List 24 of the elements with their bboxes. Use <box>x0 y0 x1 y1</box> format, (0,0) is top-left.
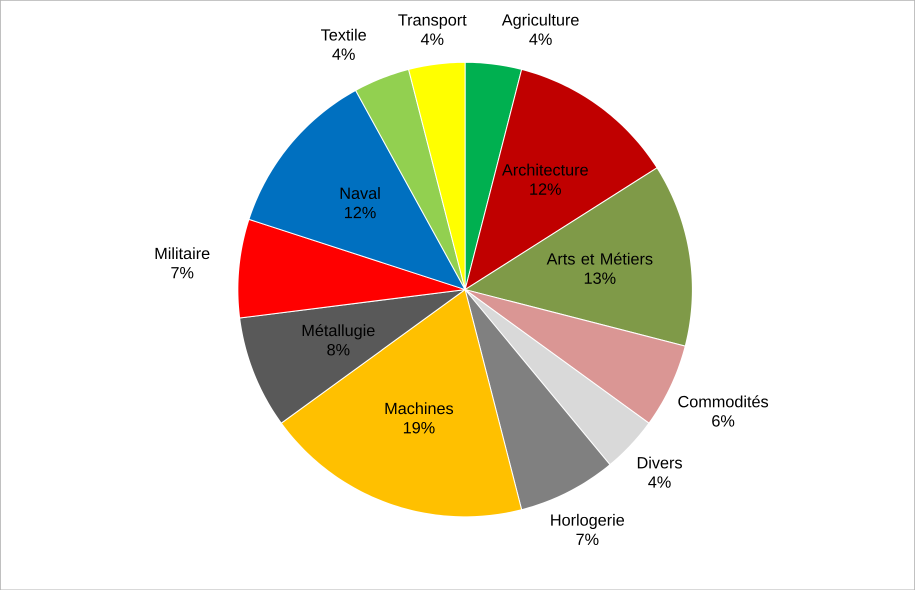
data-label: 7% <box>171 266 194 278</box>
slice-label: Commodités <box>678 395 768 408</box>
slice-label: Architecture <box>502 164 588 176</box>
slice-label: Transport <box>398 14 467 29</box>
slice-label: Machines <box>386 402 454 414</box>
slice-label: Horlogerie <box>551 514 624 529</box>
slice-label: Arts et Métiers <box>546 252 652 265</box>
data-label: 12% <box>345 206 376 218</box>
data-label: 12% <box>530 183 561 195</box>
slice-label: Militaire <box>156 247 210 260</box>
data-label: 6% <box>712 415 734 427</box>
slice-label: Métallugie <box>302 324 375 340</box>
data-label: 7% <box>576 533 598 545</box>
data-label: 4% <box>529 33 552 45</box>
data-label: 13% <box>584 272 616 284</box>
data-label: 4% <box>420 33 444 45</box>
slice-label: Agriculture <box>502 14 579 29</box>
data-label: 4% <box>332 48 355 60</box>
data-label: 8% <box>327 344 350 356</box>
data-label: 4% <box>648 476 671 488</box>
slice-label: Divers <box>638 456 682 468</box>
data-label: 19% <box>404 422 435 434</box>
slice-label: Naval <box>340 186 380 199</box>
slice-label: Textile <box>321 28 366 41</box>
